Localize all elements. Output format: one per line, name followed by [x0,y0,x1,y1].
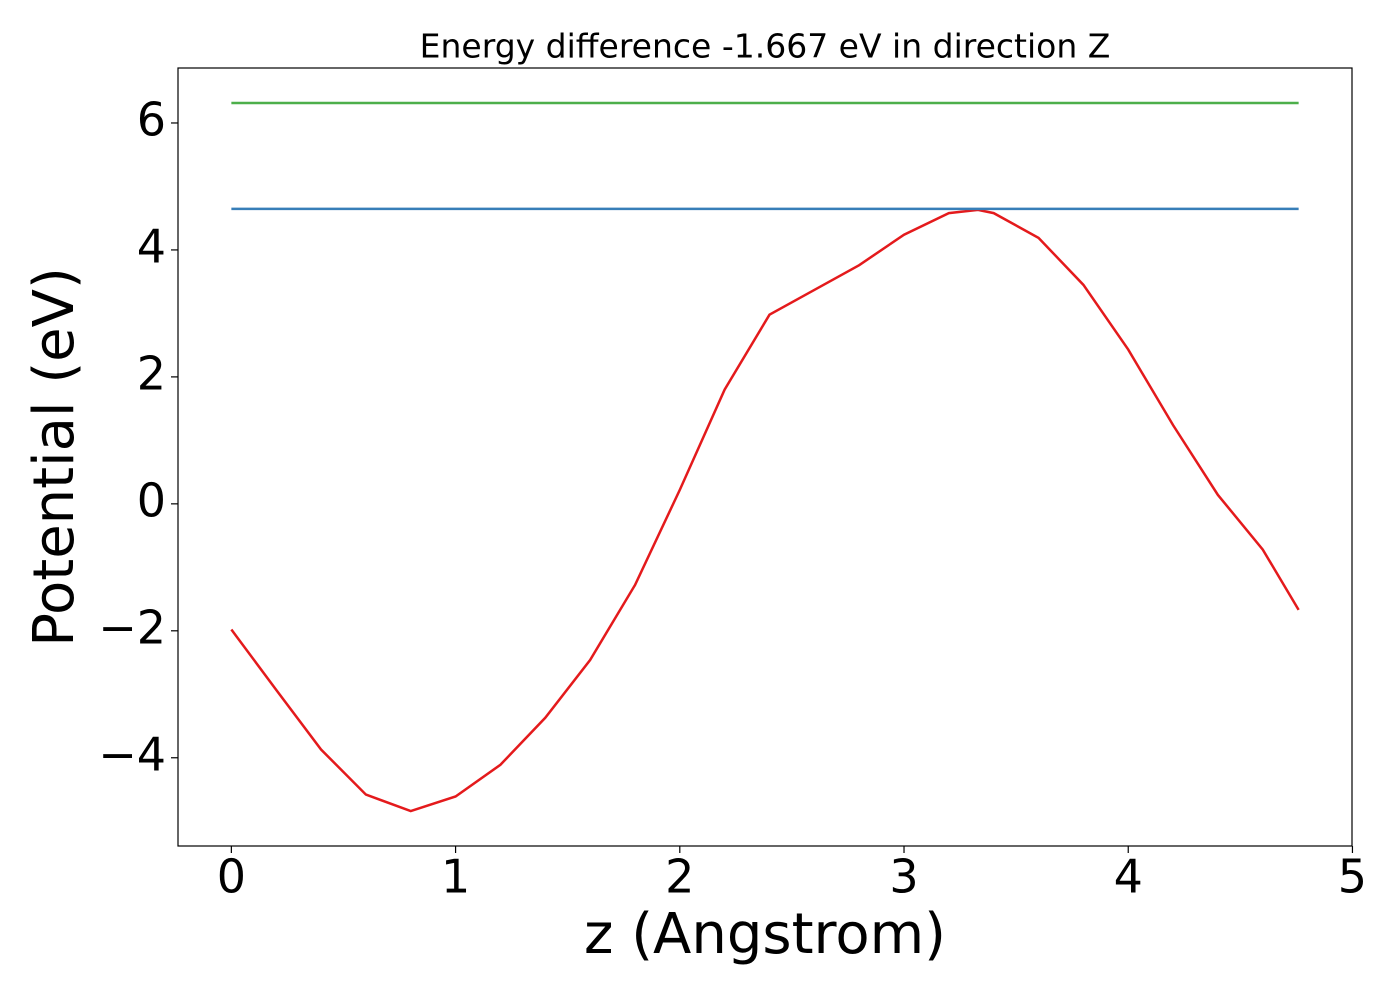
x-tick-label: 3 [889,850,918,904]
y-tick-label: 0 [137,473,166,527]
x-tick-label: 5 [1338,850,1367,904]
data-line [230,208,1300,813]
chart-title: Energy difference -1.667 eV in direction… [420,27,1111,66]
y-tick-label: 4 [137,219,166,273]
x-tick-label: 0 [217,850,246,904]
y-axis-label: Potential (eV) [22,267,87,647]
x-tick-label: 1 [441,850,470,904]
x-tick-label: 2 [665,850,694,904]
x-tick-label: 4 [1114,850,1143,904]
x-axis-label: z (Angstrom) [584,902,946,967]
y-tick-label: −4 [98,727,166,781]
y-tick-label: 2 [137,346,166,400]
axes-frame [177,67,1353,847]
y-tick-label: −2 [98,600,166,654]
y-tick-label: 6 [137,92,166,146]
